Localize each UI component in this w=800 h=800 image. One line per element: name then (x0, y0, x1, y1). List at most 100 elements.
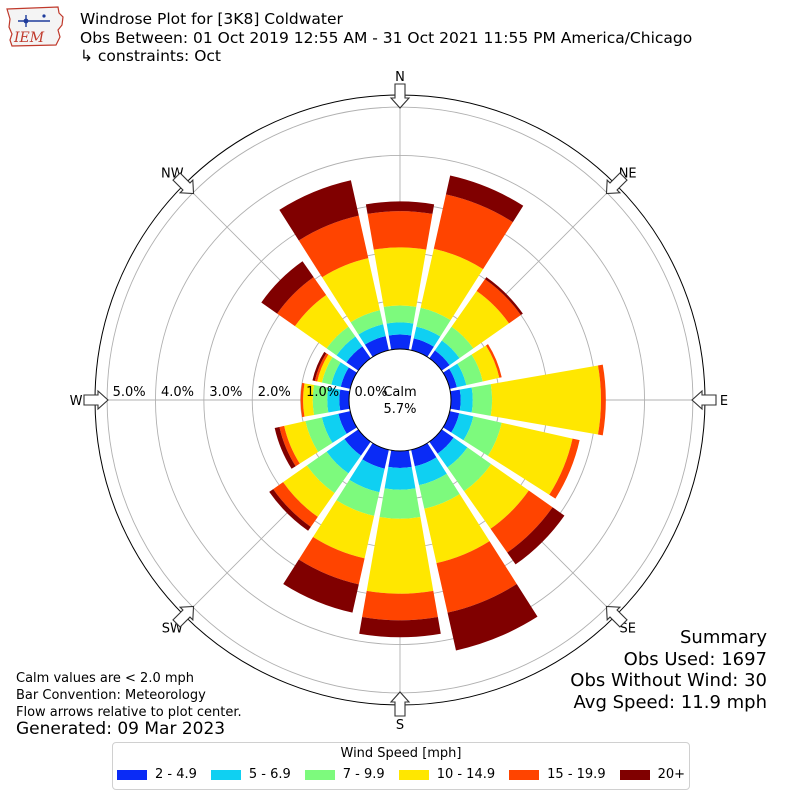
bar-wnw-bin-1 (340, 367, 357, 389)
bar-ne-bin-5 (476, 279, 521, 324)
bar-w-bin-5 (300, 382, 305, 418)
legend-label: 5 - 6.9 (248, 767, 291, 782)
bar-se-bin-3 (447, 447, 492, 492)
bar-ene-bin-1 (443, 368, 457, 389)
bar-sw-bin-4 (283, 465, 335, 517)
summary-heading: Summary (680, 627, 767, 648)
bar-ssw-bin-5 (298, 537, 365, 585)
bar-nne-bin-4 (420, 248, 484, 321)
bar-ene-bin-5 (485, 344, 502, 378)
bar-s-bin-4 (366, 516, 434, 594)
bar-ssw-bin-3 (336, 479, 380, 516)
legend-swatch (509, 769, 540, 780)
bar-nw-bin-4 (294, 294, 349, 349)
bar-ese-bin-1 (443, 411, 460, 433)
bar-w-bin-2 (327, 387, 341, 413)
calm-value: 5.7% (383, 402, 416, 417)
calm-label: Calm (383, 385, 416, 400)
chart-constraints: ↳ constraints: Oct (80, 47, 221, 65)
flow-arrow-nw-icon (172, 172, 195, 195)
flow-arrow-n-icon (389, 83, 411, 109)
chart-subtitle: Obs Between: 01 Oct 2019 12:55 AM - 31 O… (80, 29, 693, 47)
bar-sse-bin-3 (419, 473, 460, 509)
bar-ne-bin-2 (434, 340, 460, 366)
direction-label-w: W (70, 394, 83, 409)
iem-logo: IEM (6, 6, 64, 47)
iowa-outline-shape (6, 6, 64, 47)
bar-nw-bin-1 (346, 346, 371, 371)
bar-nne-bin-2 (413, 326, 441, 347)
bar-wnw-bin-4 (317, 354, 333, 383)
bar-n-bin-5 (367, 211, 433, 250)
bar-s-bin-1 (388, 450, 412, 468)
bar-sw-bin-3 (306, 451, 349, 494)
bar-ne-bin-6 (484, 277, 523, 316)
bar-nnw-bin-3 (350, 310, 384, 335)
bar-ese-bin-5 (549, 438, 580, 499)
direction-label-s: S (396, 718, 404, 733)
legend-label: 7 - 9.9 (342, 767, 385, 782)
bar-ese-bin-4 (487, 422, 573, 495)
direction-label-n: N (395, 70, 405, 85)
radial-tick-label: 1.0% (306, 385, 339, 400)
direction-label-sw: SW (162, 622, 183, 637)
bar-nnw-bin-2 (358, 324, 386, 345)
bar-ene-bin-2 (449, 363, 467, 388)
summary-panel: Summary Obs Used: 1697 Obs Without Wind:… (570, 627, 767, 713)
bar-wsw-bin-2 (321, 413, 347, 443)
bar-n-bin-3 (383, 305, 417, 324)
bar-nne-bin-3 (416, 307, 451, 337)
bar-e-bin-3 (471, 384, 493, 416)
bar-nnw-bin-4 (322, 258, 380, 323)
bar-sse-bin-4 (424, 494, 490, 564)
radial-tick-label: 3.0% (209, 385, 242, 400)
bar-ne-bin-1 (429, 350, 450, 371)
bar-n-bin-6 (365, 201, 435, 214)
bar-nnw-bin-5 (298, 215, 369, 278)
bar-w-bin-3 (312, 384, 329, 416)
bar-s-bin-2 (384, 466, 416, 490)
bar-ese-bin-3 (463, 416, 502, 456)
summary-obs-used: Obs Used: 1697 (623, 648, 767, 670)
legend-swatch (619, 769, 650, 780)
bar-sse-bin-2 (414, 457, 447, 486)
bar-n-bin-2 (386, 322, 414, 336)
bar-ne-bin-3 (441, 326, 474, 359)
legend-item: 10 - 14.9 (398, 767, 495, 782)
bar-n-bin-1 (388, 334, 412, 350)
summary-avg-speed: Avg Speed: 11.9 mph (573, 691, 767, 713)
bar-wnw-bin-5 (314, 353, 329, 382)
bar-se-bin-4 (464, 464, 529, 529)
bar-e-bin-4 (490, 365, 601, 435)
bar-nne-bin-6 (445, 175, 524, 223)
bar-sw-bin-6 (269, 489, 311, 531)
bar-sse-bin-5 (436, 541, 517, 613)
bar-ssw-bin-1 (362, 443, 389, 469)
flow-arrows-note: Flow arrows relative to plot center. (16, 705, 242, 720)
legend-label: 20+ (657, 767, 686, 782)
bar-ese-bin-2 (451, 413, 474, 441)
flow-arrow-w-icon (83, 389, 109, 411)
bar-wnw-bin-3 (321, 357, 341, 385)
bar-nne-bin-5 (433, 194, 513, 270)
radial-tick-label: 0.0% (354, 385, 387, 400)
legend-swatch (210, 769, 241, 780)
bar-sw-bin-1 (344, 429, 371, 456)
bar-n-bin-4 (373, 247, 427, 307)
bar-wsw-bin-4 (284, 421, 319, 464)
legend-swatch (116, 769, 147, 780)
bar-nw-bin-6 (261, 261, 314, 314)
bar-s-bin-6 (359, 617, 441, 638)
bar-ene-bin-3 (457, 354, 483, 386)
bar-sse-bin-1 (411, 443, 437, 467)
bar-w-bin-1 (339, 389, 350, 411)
legend-label: 2 - 4.9 (154, 767, 197, 782)
bar-e-bin-2 (459, 387, 473, 413)
radial-tick-label: 4.0% (161, 385, 194, 400)
bar-nw-bin-5 (277, 277, 327, 327)
bar-ssw-bin-2 (349, 459, 385, 493)
bar-se-bin-6 (507, 507, 565, 565)
flow-arrow-ne-icon (605, 172, 628, 195)
bar-w-bin-4 (303, 383, 315, 417)
